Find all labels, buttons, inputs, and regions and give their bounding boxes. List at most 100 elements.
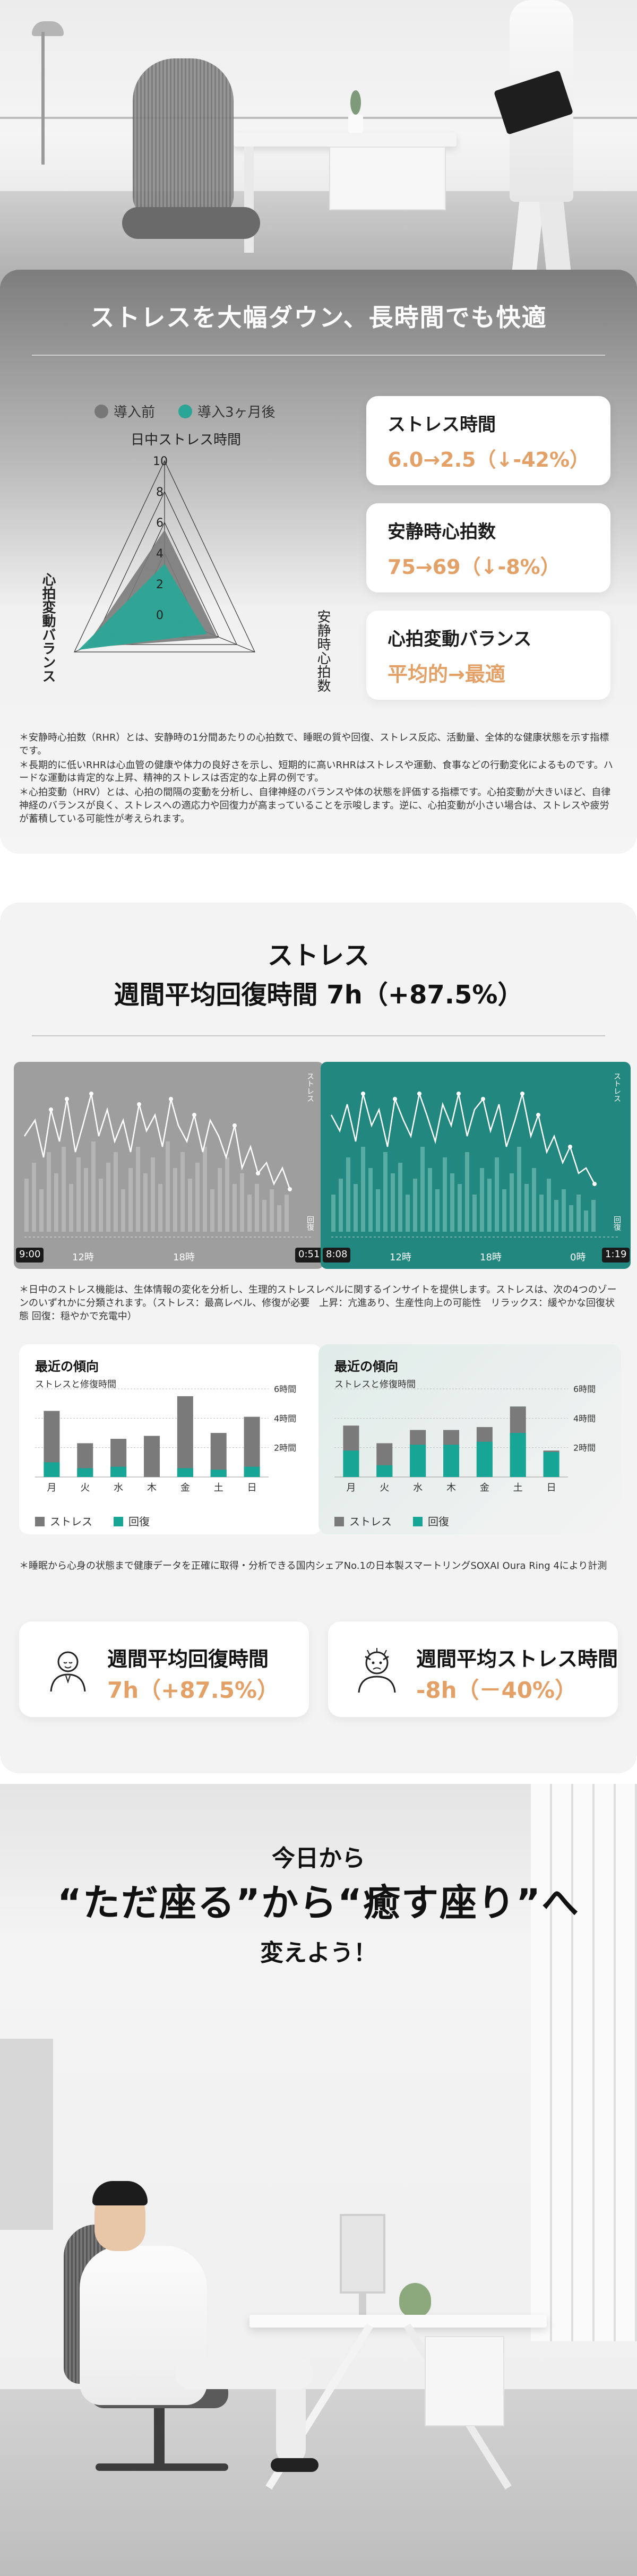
summary-value: 7h（+87.5%） — [107, 1677, 280, 1703]
metric-card-resting-hr: 安静時心拍数 75→69（↓-8%） — [366, 503, 610, 593]
x-tick-label: 金 — [180, 1482, 190, 1493]
time-evening: 18時 — [173, 1252, 195, 1263]
radar-tick-2: 2 — [156, 578, 163, 591]
trend-legend-recovery: 回復 — [413, 1513, 449, 1529]
stress-footnotes: ＊安静時心拍数（RHR）とは、安静時の1分間あたりの心拍数で、睡眠の質や回復、ス… — [19, 732, 618, 827]
bar-recovery — [543, 1452, 559, 1477]
bar-recovery — [177, 1468, 193, 1477]
trend-legend: ストレス 回復 — [334, 1513, 449, 1529]
weekly-title: ストレス — [267, 941, 369, 971]
bar-recovery — [110, 1466, 127, 1477]
footnote: ＊心拍変動（HRV）とは、心拍の間隔の変動を分析し、自律神経のバランスや体の状態… — [19, 787, 611, 825]
stress-panel: ストレスを大幅ダウン、長時間でも快適 導入前 導入3ヶ月後 日中ストレス時間 心… — [0, 270, 637, 854]
bar-recovery — [510, 1433, 526, 1477]
metric-value: 平均的→最適 — [388, 663, 505, 686]
person-shoe — [271, 2458, 318, 2472]
x-tick-label: 月 — [47, 1482, 56, 1493]
x-tick-label: 木 — [446, 1482, 456, 1493]
lamp-pole — [41, 32, 45, 165]
bar-recovery — [343, 1450, 359, 1477]
plant-icon — [345, 85, 366, 133]
shelf — [0, 2039, 53, 2230]
monitor-stand — [359, 2294, 366, 2316]
x-tick-label: 火 — [380, 1482, 389, 1493]
bar-recovery — [443, 1445, 459, 1477]
stress-title: ストレスを大幅ダウン、長時間でも快適 — [90, 303, 547, 332]
trend-legend-recovery-label: 回復 — [428, 1515, 449, 1528]
radar-axis-left: 心拍変動バランス — [40, 572, 56, 683]
time-noon: 12時 — [72, 1252, 94, 1263]
summary-card-recovery: 週間平均回復時間 7h（+87.5%） — [19, 1621, 309, 1717]
x-tick-label: 日 — [247, 1482, 257, 1493]
bar-stress — [177, 1396, 193, 1477]
divider — [32, 1035, 605, 1036]
x-tick-label: 月 — [346, 1482, 356, 1493]
person-leg — [175, 2357, 313, 2389]
measurement-source-note: ＊睡眠から心身の状態まで健康データを正確に取得・分析できる国内シェアNo.1の日… — [19, 1560, 607, 1572]
stressed-person-icon — [358, 1648, 396, 1693]
bar-recovery — [77, 1468, 93, 1477]
radar-svg: 10 8 6 4 2 0 — [74, 455, 255, 652]
legend-after: 導入3ヶ月後 — [178, 401, 276, 421]
x-tick-label: 水 — [413, 1482, 423, 1493]
time-end: 1:19 — [602, 1248, 630, 1263]
trend-title: 最近の傾向 — [334, 1359, 398, 1374]
side-label-recovery: 回復 — [613, 1216, 621, 1231]
metric-label: 心拍変動バランス — [388, 629, 532, 650]
radar-axis-top: 日中ストレス時間 — [131, 432, 242, 448]
hero-image — [0, 0, 637, 297]
trend-card-before: 6時間 4時間 2時間月 火 水 木 金 土 日 最近の傾向 ストレスと修復時間 ストレス 回復 — [19, 1344, 322, 1534]
trend-legend: ストレス 回復 — [35, 1513, 150, 1529]
bar-recovery — [244, 1466, 260, 1477]
metric-label: 安静時心拍数 — [388, 521, 496, 543]
radar-tick-8: 8 — [156, 486, 163, 499]
desk — [234, 133, 457, 147]
metric-card-stress-time: ストレス時間 6.0→2.5（↓-42%） — [366, 396, 610, 485]
trend-legend-stress-label: ストレス — [50, 1515, 92, 1528]
trend-legend-stress-label: ストレス — [349, 1515, 392, 1528]
x-tick-label: 木 — [147, 1482, 157, 1493]
radar-axis-right: 安静時心拍数 — [315, 609, 331, 692]
daily-stress-chart-before: 9:00 12時 18時 0:51 ストレス 回復 — [14, 1062, 324, 1269]
closing-line-3: 変えよう！ — [260, 1939, 377, 1967]
radar-chart: 日中ストレス時間 心拍変動バランス 安静時心拍数 10 — [32, 429, 331, 763]
radar-after-area — [79, 564, 207, 650]
metric-label: ストレス時間 — [388, 414, 496, 435]
x-tick-label: 金 — [480, 1482, 489, 1493]
bar-recovery — [44, 1462, 60, 1477]
time-midnight: 0時 — [570, 1252, 586, 1263]
x-tick-label: 土 — [214, 1482, 223, 1493]
time-start: 9:00 — [16, 1248, 44, 1263]
trend-subtitle: ストレスと修復時間 — [334, 1379, 416, 1390]
lamp-icon — [32, 21, 64, 36]
x-tick-label: 土 — [513, 1482, 523, 1493]
desk-drawer — [329, 147, 446, 210]
radar-legend: 導入前 導入3ヶ月後 — [94, 401, 276, 421]
radar-tick-4: 4 — [156, 547, 163, 561]
closing-headline: “ただ座る”から“癒す座り”へ — [57, 1881, 580, 1925]
side-label-recovery: 回復 — [306, 1216, 314, 1231]
legend-before: 導入前 — [94, 401, 155, 421]
footnote: ＊安静時心拍数（RHR）とは、安静時の1分間あたりの心拍数で、睡眠の質や回復、ス… — [19, 732, 609, 757]
chair-back — [133, 58, 234, 218]
summary-card-stress: 週間平均ストレス時間 -8h（－40%） — [328, 1621, 618, 1717]
metric-card-hrv-balance: 心拍変動バランス 平均的→最適 — [366, 611, 610, 700]
summary-label: 週間平均回復時間 — [107, 1647, 269, 1671]
trend-legend-stress: ストレス — [35, 1513, 92, 1529]
time-start: 8:08 — [323, 1248, 351, 1263]
legend-before-dot — [94, 404, 108, 418]
stress-function-note: ＊日中のストレス機能は、生体情報の変化を分析し、生理的ストレスレベルに関するイン… — [19, 1284, 617, 1322]
summary-value: -8h（－40%） — [416, 1677, 578, 1703]
divider — [32, 355, 605, 356]
trend-legend-recovery: 回復 — [114, 1513, 150, 1529]
time-evening: 18時 — [480, 1252, 502, 1263]
time-noon: 12時 — [390, 1252, 411, 1263]
x-tick-label: 水 — [114, 1482, 123, 1493]
weekly-section: ストレス 週間平均回復時間 7h（+87.5%） — [0, 903, 637, 1773]
person-hair — [92, 2181, 148, 2205]
plant-icon — [399, 2283, 431, 2317]
chair-base — [96, 2463, 228, 2471]
trend-legend-recovery-label: 回復 — [128, 1515, 150, 1528]
monitor-icon — [340, 2214, 385, 2294]
